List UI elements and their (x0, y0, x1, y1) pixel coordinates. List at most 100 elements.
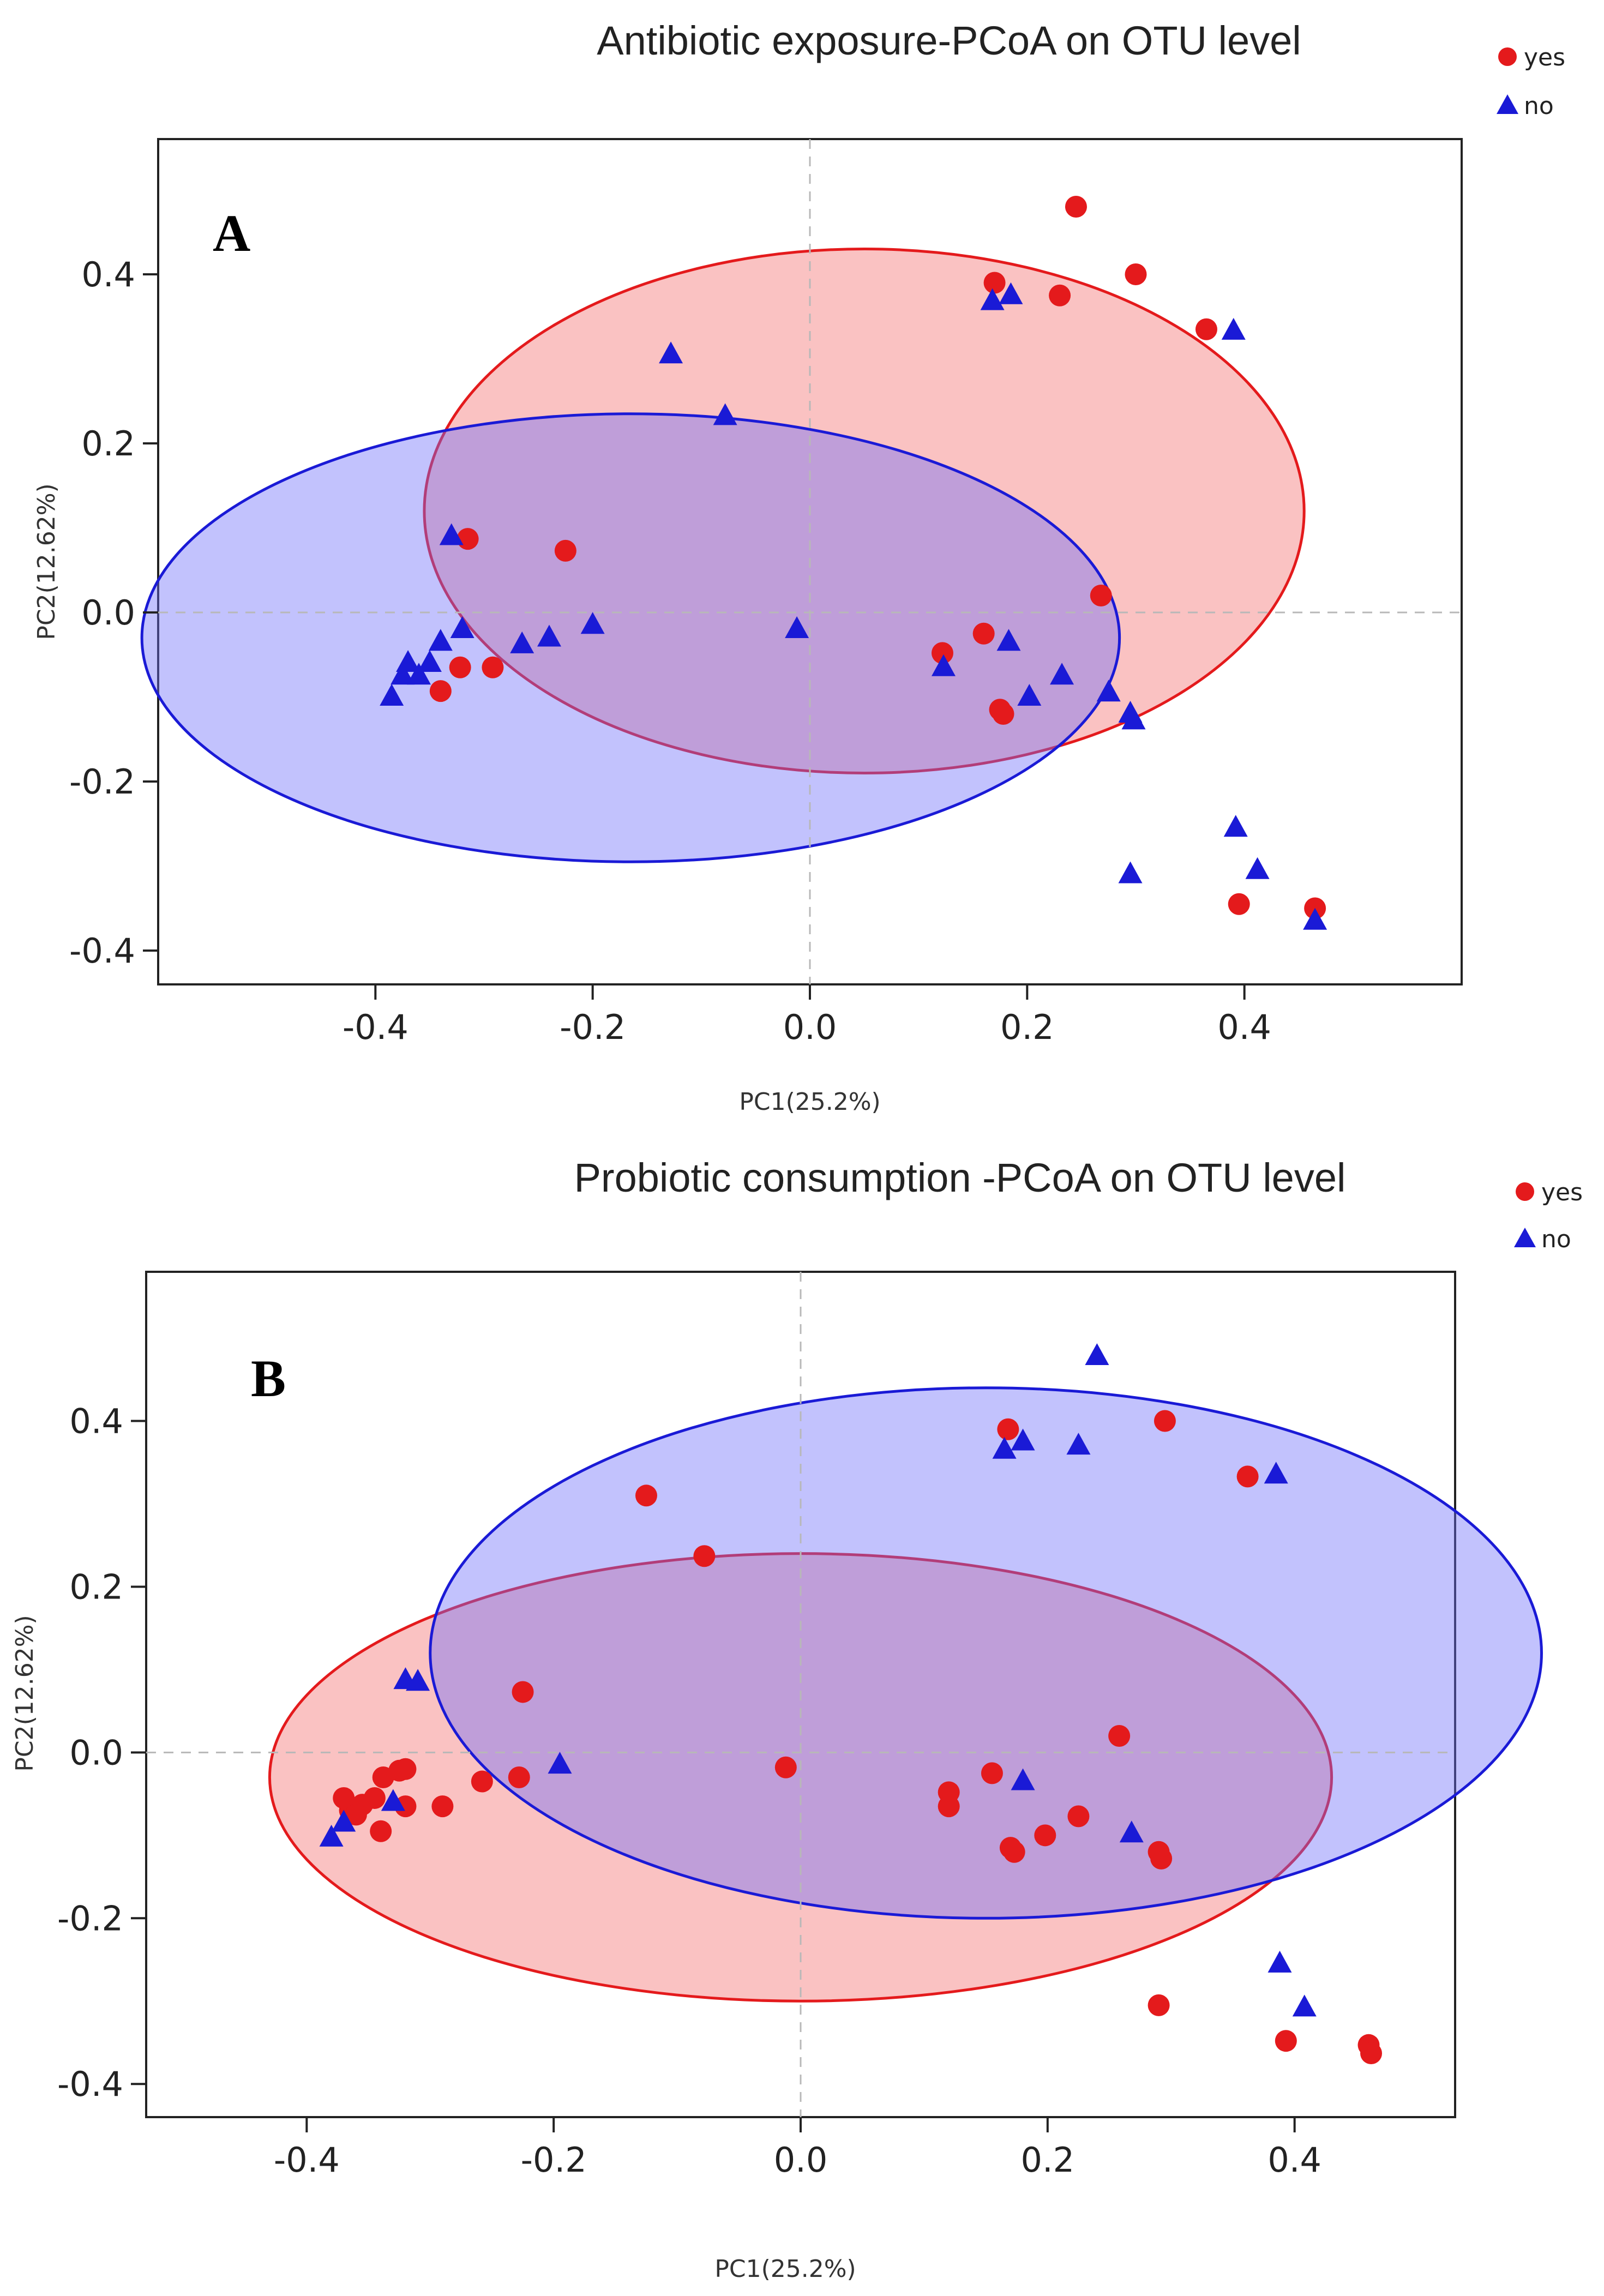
legend-label-no: no (1524, 92, 1554, 120)
point-yes (1150, 1847, 1173, 1870)
point-yes (1275, 2030, 1297, 2052)
y-axis-title: PC2(12.62%) (33, 483, 61, 640)
legend: yes no (1514, 1179, 1583, 1253)
point-no (713, 403, 737, 425)
point-yes (1228, 893, 1250, 915)
legend: yes no (1497, 44, 1565, 120)
point-no (1011, 1428, 1035, 1451)
legend-marker-no (1514, 1228, 1536, 1247)
point-yes (1090, 585, 1112, 606)
x-tick-label: -0.2 (521, 2140, 587, 2180)
point-no (1011, 1768, 1035, 1790)
point-no (1085, 1343, 1109, 1365)
legend-marker-yes (1498, 47, 1517, 66)
point-layer (380, 196, 1327, 930)
point-no (407, 663, 431, 685)
point-no (1264, 1462, 1288, 1484)
point-no (1066, 1433, 1091, 1455)
point-yes (1236, 1465, 1259, 1488)
y-tick-label: -0.4 (57, 2064, 123, 2104)
legend-label-yes: yes (1541, 1179, 1583, 1206)
x-axis-title: PC1(25.2%) (714, 2255, 856, 2283)
point-yes (372, 1766, 394, 1788)
point-yes (938, 1795, 960, 1818)
x-tick-label: 0.4 (1217, 1007, 1271, 1047)
point-yes (471, 1770, 493, 1793)
legend-marker-yes (1516, 1182, 1534, 1201)
y-tick-label: -0.4 (69, 931, 135, 971)
point-no (417, 650, 442, 672)
point-yes (1034, 1824, 1056, 1847)
x-axis: -0.4 -0.2 0.0 0.2 0.4 (274, 2117, 1321, 2180)
x-tick-label: 0.2 (1021, 2140, 1075, 2180)
point-yes (345, 1804, 367, 1826)
reference-lines (158, 139, 1462, 984)
legend-label-no: no (1541, 1225, 1571, 1253)
point-yes (333, 1787, 355, 1809)
point-no (1017, 684, 1042, 706)
point-no (391, 663, 415, 685)
chart-title: Probiotic consumption -PCoA on OTU level (574, 1155, 1346, 1200)
point-yes (1067, 1805, 1090, 1828)
point-yes (1049, 284, 1071, 306)
point-yes (992, 703, 1014, 725)
point-no (931, 654, 956, 676)
point-yes (431, 1795, 454, 1818)
x-tick-label: 0.4 (1267, 2140, 1321, 2180)
y-axis: -0.4 -0.2 0.0 0.2 0.4 (69, 255, 158, 971)
x-tick-label: -0.4 (274, 2140, 340, 2180)
point-yes (482, 656, 504, 678)
point-no (510, 631, 534, 653)
point-no (1096, 680, 1121, 702)
point-yes (1195, 318, 1217, 340)
point-no (332, 1810, 356, 1832)
point-yes (429, 680, 452, 702)
point-yes (1065, 196, 1087, 218)
panel-a: Antibiotic exposure-PCoA on OTU level ye… (33, 18, 1565, 1116)
panel-letter: B (251, 1349, 286, 1408)
legend-label-yes: yes (1524, 44, 1565, 71)
ellipse-yes (423, 248, 1306, 774)
point-no (1121, 707, 1146, 730)
point-yes (1003, 1841, 1025, 1863)
y-tick-label: 0.2 (81, 424, 135, 464)
point-yes (1125, 263, 1147, 285)
x-axis-title: PC1(25.2%) (739, 1088, 880, 1116)
point-yes (1108, 1724, 1131, 1747)
y-tick-label: -0.2 (57, 1898, 123, 1938)
point-no (1221, 317, 1246, 340)
y-tick-label: 0.2 (69, 1567, 123, 1607)
point-no (439, 523, 464, 545)
point-yes (1148, 1994, 1170, 2016)
point-yes (449, 656, 471, 678)
point-no (1267, 1950, 1292, 1973)
y-axis-title: PC2(12.62%) (11, 1615, 39, 1771)
point-yes (508, 1766, 530, 1788)
point-yes (370, 1820, 392, 1842)
point-no (548, 1752, 572, 1774)
y-tick-label: 0.4 (69, 1402, 123, 1441)
point-yes (997, 1418, 1019, 1440)
x-tick-label: 0.0 (774, 2140, 828, 2180)
y-tick-label: 0.0 (81, 593, 135, 633)
chart-title: Antibiotic exposure-PCoA on OTU level (597, 18, 1301, 63)
x-tick-label: 0.0 (783, 1007, 837, 1047)
ellipse-layer (140, 248, 1306, 863)
point-no (537, 624, 561, 647)
point-no (785, 616, 809, 638)
point-no (980, 288, 1005, 310)
point-no (1119, 1820, 1144, 1843)
x-tick-label: -0.2 (560, 1007, 626, 1047)
ellipse-no (429, 1386, 1543, 1920)
pcoa-chart-b: Probiotic consumption -PCoA on OTU level… (11, 1155, 1583, 2283)
y-tick-label: -0.2 (69, 762, 135, 802)
point-yes (931, 642, 953, 664)
y-tick-label: 0.0 (69, 1733, 123, 1772)
y-tick-label: 0.4 (81, 255, 135, 294)
point-layer (319, 1343, 1383, 2064)
point-no (1223, 815, 1248, 837)
point-yes (456, 528, 479, 550)
pcoa-chart-a: Antibiotic exposure-PCoA on OTU level ye… (33, 18, 1565, 1116)
reference-lines (146, 1272, 1455, 2117)
point-no (1292, 1994, 1317, 2017)
